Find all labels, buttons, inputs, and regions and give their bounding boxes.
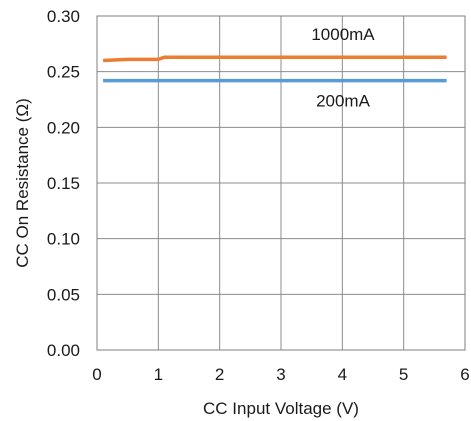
y-tick-label: 0.00 — [47, 341, 80, 360]
x-tick-label: 5 — [399, 365, 408, 384]
y-axis-ticks: 0.00 0.05 0.10 0.15 0.20 0.25 0.30 — [47, 7, 80, 360]
series-label-1000ma: 1000mA — [311, 25, 375, 44]
plot-area-border — [96, 15, 466, 351]
y-tick-label: 0.25 — [47, 63, 80, 82]
grid-lines — [96, 15, 466, 351]
x-axis-label: CC Input Voltage (V) — [203, 399, 359, 418]
series-label-200ma: 200mA — [316, 92, 371, 111]
x-tick-label: 2 — [215, 365, 224, 384]
y-tick-label: 0.20 — [47, 118, 80, 137]
x-tick-label: 3 — [276, 365, 285, 384]
series-lines — [103, 55, 447, 83]
series-line-1000ma — [103, 55, 447, 63]
y-axis-label: CC On Resistance (Ω) — [13, 98, 32, 268]
x-tick-label: 4 — [338, 365, 347, 384]
y-tick-label: 0.10 — [47, 230, 80, 249]
x-axis-ticks: 0 1 2 3 4 5 6 — [92, 365, 469, 384]
y-tick-label: 0.15 — [47, 174, 80, 193]
y-tick-label: 0.30 — [47, 7, 80, 26]
series-labels: 1000mA 200mA — [311, 25, 375, 110]
x-tick-label: 0 — [92, 365, 101, 384]
x-tick-label: 1 — [154, 365, 163, 384]
x-tick-label: 6 — [460, 365, 469, 384]
plot-border — [96, 15, 466, 351]
y-tick-label: 0.05 — [47, 285, 80, 304]
